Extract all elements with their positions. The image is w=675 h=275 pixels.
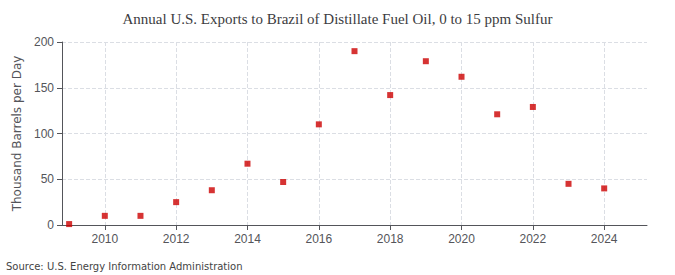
svg-text:150: 150 (34, 81, 54, 95)
svg-text:50: 50 (41, 172, 55, 186)
svg-text:2020: 2020 (448, 232, 475, 246)
svg-text:2014: 2014 (234, 232, 261, 246)
svg-text:2012: 2012 (163, 232, 190, 246)
svg-text:0: 0 (47, 218, 54, 232)
svg-text:2010: 2010 (91, 232, 118, 246)
svg-text:2016: 2016 (305, 232, 332, 246)
svg-text:2022: 2022 (520, 232, 547, 246)
svg-text:200: 200 (34, 35, 54, 49)
svg-text:2018: 2018 (377, 232, 404, 246)
svg-text:2024: 2024 (591, 232, 618, 246)
svg-text:Annual U.S. Exports to Brazil: Annual U.S. Exports to Brazil of Distill… (123, 11, 553, 27)
svg-text:Thousand Barrels per Day: Thousand Barrels per Day (10, 56, 24, 213)
svg-text:100: 100 (34, 127, 54, 141)
svg-text:Source: U.S. Energy Informatio: Source: U.S. Energy Information Administ… (6, 261, 243, 272)
